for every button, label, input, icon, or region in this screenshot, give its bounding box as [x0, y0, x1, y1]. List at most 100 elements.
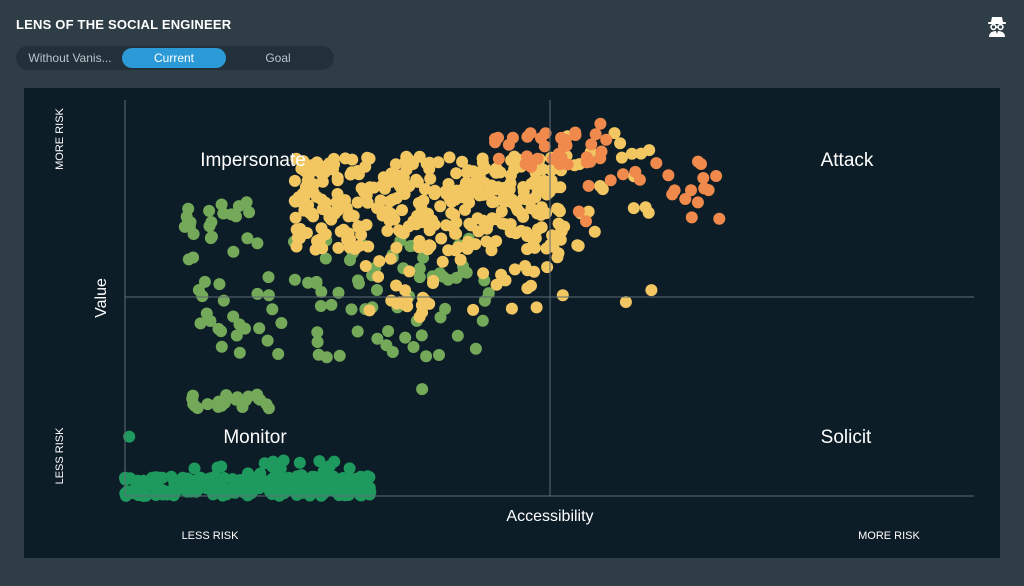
data-point: [327, 473, 340, 486]
data-point: [293, 224, 306, 237]
data-point: [445, 207, 458, 220]
data-point: [413, 271, 426, 284]
data-point: [311, 326, 324, 339]
data-point: [561, 158, 574, 171]
tab-goal[interactable]: Goal: [226, 48, 330, 68]
data-point: [407, 341, 420, 353]
tab-goal-label: Goal: [265, 51, 291, 65]
data-point: [551, 251, 564, 264]
data-point: [485, 244, 498, 257]
data-point: [476, 156, 489, 169]
data-point: [233, 346, 246, 359]
data-point: [182, 253, 195, 266]
data-point: [400, 294, 413, 306]
data-point: [327, 152, 340, 165]
data-point: [554, 233, 567, 246]
data-point: [510, 202, 523, 214]
data-point: [393, 224, 406, 237]
data-point: [436, 255, 449, 268]
data-point: [363, 485, 376, 498]
data-point: [243, 206, 256, 219]
data-point: [440, 219, 453, 232]
data-point: [205, 216, 218, 229]
data-point: [456, 155, 469, 168]
data-point: [188, 474, 201, 487]
data-point: [488, 195, 501, 208]
data-point: [589, 128, 602, 141]
data-point: [713, 212, 726, 225]
data-point: [345, 303, 358, 316]
data-point: [582, 179, 595, 192]
data-point: [450, 227, 463, 240]
data-point: [697, 172, 710, 184]
data-point: [415, 329, 428, 342]
data-point: [207, 471, 220, 484]
data-point: [123, 430, 136, 443]
data-point: [666, 188, 679, 201]
data-point: [450, 167, 463, 180]
data-point: [306, 470, 319, 483]
data-point: [482, 287, 495, 300]
data-point: [233, 318, 246, 331]
spy-icon[interactable]: [985, 14, 1009, 38]
data-point: [504, 177, 517, 190]
data-point: [381, 224, 394, 237]
data-point: [317, 465, 330, 478]
data-point: [540, 207, 553, 220]
data-point: [582, 205, 595, 218]
data-point: [490, 235, 503, 248]
data-point: [230, 210, 242, 223]
data-point: [596, 183, 609, 196]
data-point: [461, 186, 473, 199]
data-point: [521, 282, 534, 295]
data-point: [525, 160, 538, 173]
data-point: [311, 156, 323, 169]
data-point: [354, 484, 367, 497]
data-point: [617, 168, 629, 181]
data-point: [340, 201, 353, 214]
data-point: [517, 181, 530, 193]
data-point: [489, 132, 501, 145]
data-point: [384, 252, 397, 265]
data-point: [608, 127, 621, 140]
tab-current-label: Current: [153, 51, 194, 65]
data-point: [569, 129, 582, 141]
data-point: [427, 274, 440, 287]
data-point: [594, 152, 607, 165]
data-point: [645, 284, 658, 297]
data-point: [360, 218, 373, 231]
data-point: [355, 182, 368, 195]
data-point: [188, 462, 201, 475]
data-point: [402, 220, 415, 233]
data-point: [352, 274, 364, 287]
data-point: [251, 237, 264, 250]
data-point: [662, 169, 675, 182]
data-point: [361, 151, 374, 164]
data-point: [460, 266, 473, 279]
data-point: [311, 336, 324, 348]
data-point: [351, 196, 364, 209]
data-point: [469, 342, 482, 355]
data-point: [499, 218, 512, 231]
data-point: [251, 388, 264, 401]
data-point: [331, 171, 344, 184]
data-point: [508, 263, 521, 276]
data-point: [227, 245, 240, 258]
data-point: [528, 241, 541, 254]
scatter-chart: Impersonate Attack Monitor Solicit Acces…: [54, 100, 974, 542]
data-point: [380, 339, 393, 352]
data-point: [265, 473, 278, 486]
data-point: [266, 488, 279, 500]
data-point: [685, 211, 698, 224]
data-point: [600, 133, 613, 146]
tab-without-vanish[interactable]: Without Vanis...: [18, 48, 122, 68]
y-axis-label: Value: [93, 278, 110, 318]
data-point: [149, 489, 162, 501]
data-point: [203, 204, 216, 217]
data-point: [428, 218, 441, 231]
data-point: [215, 340, 228, 353]
data-point: [633, 173, 646, 186]
tab-current[interactable]: Current: [122, 48, 226, 68]
data-point: [289, 211, 302, 224]
data-point: [295, 469, 308, 482]
